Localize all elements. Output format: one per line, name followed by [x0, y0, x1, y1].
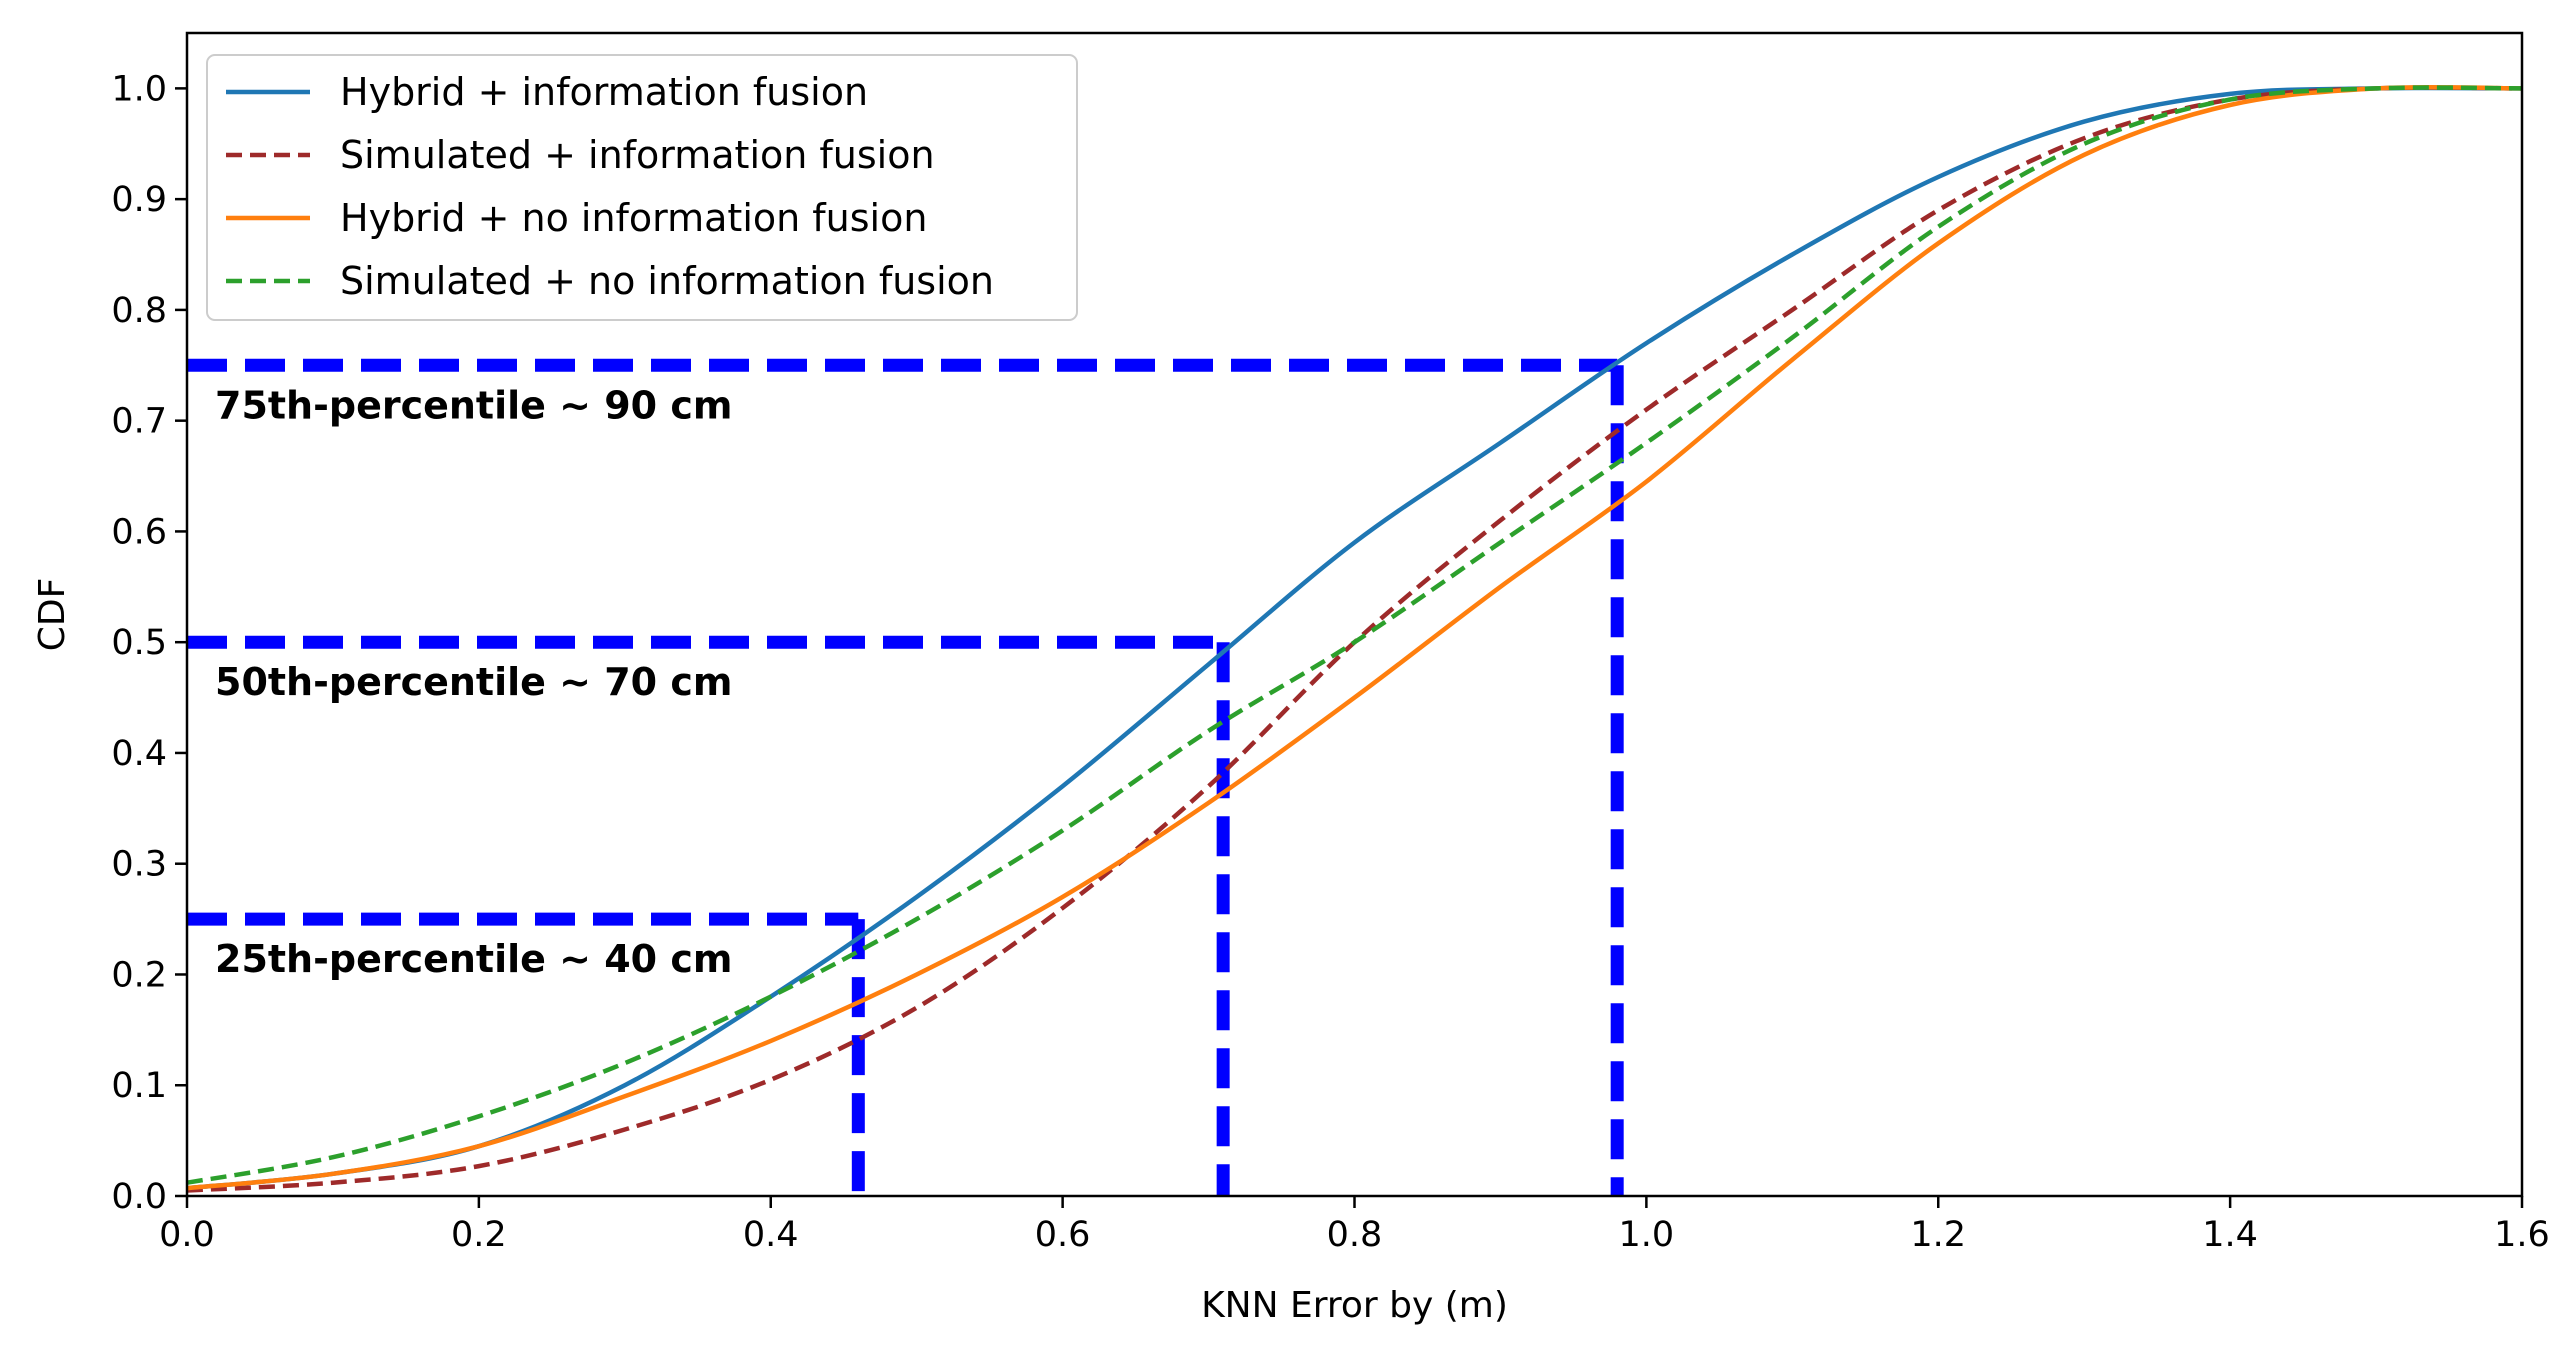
- y-tick-label: 0.0: [111, 1177, 167, 1217]
- axes: 0.0 0.2 0.4 0.6 0.8 1.0 1.2 1.4 1.6 0.0 0.1 0.2 0.3 0…: [32, 31, 2550, 1326]
- x-tick-label: 0.0: [159, 1215, 215, 1255]
- y-tick-label: 0.3: [111, 845, 167, 885]
- percentile-annotation-2: 50th-percentile ~ 70 cm: [215, 660, 732, 704]
- percentile-annotation-3: 75th-percentile ~ 90 cm: [215, 383, 732, 427]
- percentile-annotation-1: 25th-percentile ~ 40 cm: [215, 937, 732, 981]
- y-tick-label: 0.1: [111, 1066, 167, 1106]
- x-axis-label: KNN Error by (m): [1201, 1285, 1508, 1326]
- y-tick-label: 0.7: [111, 402, 167, 442]
- y-tick-label: 0.9: [111, 180, 167, 220]
- y-axis-label: CDF: [32, 578, 73, 652]
- y-tick-label: 0.8: [111, 291, 167, 331]
- x-tick-label: 1.6: [2494, 1215, 2550, 1255]
- legend-label-1: Hybrid + information fusion: [340, 70, 868, 114]
- x-tick-label: 1.2: [1910, 1215, 1966, 1255]
- series-lines: [186, 84, 2523, 1193]
- y-tick-label: 0.4: [111, 734, 167, 774]
- y-tick-label: 0.2: [111, 955, 167, 995]
- annotations: 25th-percentile ~ 40 cm 50th-percentile ~…: [215, 383, 732, 981]
- x-tick-label: 0.2: [451, 1215, 507, 1255]
- legend-label-2: Simulated + information fusion: [340, 133, 935, 177]
- legend-label-3: Hybrid + no information fusion: [340, 196, 927, 240]
- legend-label-4: Simulated + no information fusion: [340, 259, 994, 303]
- series-line-1: [186, 85, 2523, 1191]
- legend: Hybrid + information fusion Simulated + i…: [206, 54, 1078, 321]
- series-line-3: [186, 84, 2523, 1191]
- series-line-4: [186, 85, 2523, 1185]
- x-tick-label: 0.6: [1035, 1215, 1091, 1255]
- x-tick-label: 0.4: [743, 1215, 799, 1255]
- legend-box: [206, 54, 1078, 321]
- y-tick-label: 1.0: [111, 69, 167, 109]
- y-tick-label: 0.6: [111, 512, 167, 552]
- x-tick-label: 1.4: [2202, 1215, 2258, 1255]
- x-tick-label: 0.8: [1327, 1215, 1383, 1255]
- x-tick-label: 1.0: [1619, 1215, 1675, 1255]
- y-tick-label: 0.5: [111, 623, 167, 663]
